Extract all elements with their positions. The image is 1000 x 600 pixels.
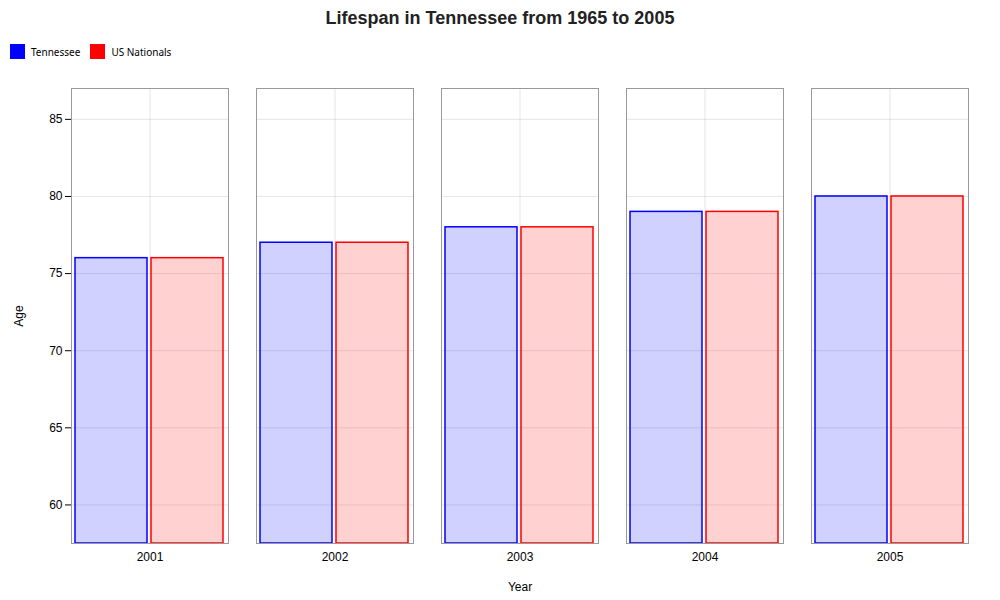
svg-text:65: 65 (49, 421, 63, 435)
html-text:Lifespan in Tennessee from 196: Lifespan in Tennessee from 1965 to 2005 (325, 8, 675, 28)
html-text:US Nationals: US Nationals (111, 44, 172, 59)
svg-text:2005: 2005 (877, 550, 904, 564)
svg-text:80: 80 (49, 189, 63, 203)
svg-text:Age: Age (12, 305, 26, 327)
svg-text:2004: 2004 (692, 550, 719, 564)
svg-text:2002: 2002 (322, 550, 349, 564)
svg-text:2003: 2003 (507, 550, 534, 564)
svg-text:70: 70 (49, 344, 63, 358)
html-text:Tennessee: Tennessee (31, 44, 81, 59)
svg-text:Year: Year (508, 580, 532, 594)
svg-text:60: 60 (49, 498, 63, 512)
svg-text:75: 75 (49, 266, 63, 280)
svg-text:85: 85 (49, 112, 63, 126)
svg-text:2001: 2001 (137, 550, 164, 564)
